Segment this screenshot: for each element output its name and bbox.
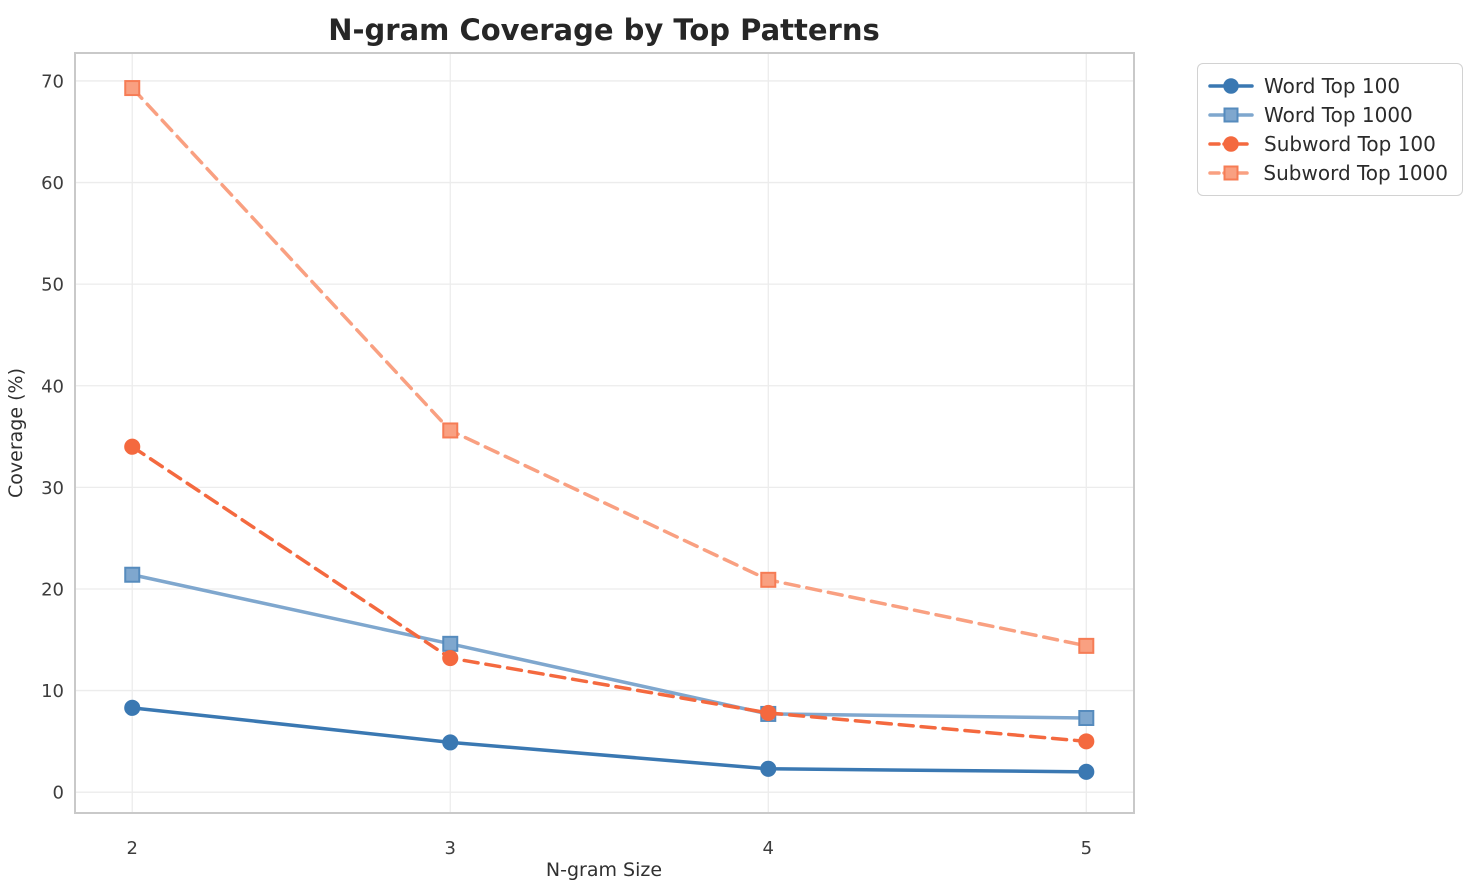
series-line-subword-top-100 bbox=[130, 444, 1089, 744]
y-tick-label: 60 bbox=[41, 173, 64, 194]
legend-item-subword-top-1000: Subword Top 1000 bbox=[1208, 160, 1448, 186]
marker-square-subword-top-1000 bbox=[1078, 637, 1095, 654]
marker-circle-subword-top-100 bbox=[1078, 733, 1095, 750]
y-tick-label: 10 bbox=[41, 681, 64, 702]
legend-label: Word Top 100 bbox=[1264, 74, 1401, 98]
legend-swatch-word-top-100 bbox=[1208, 78, 1254, 94]
x-tick-label: 5 bbox=[1081, 838, 1092, 859]
marker-square-subword-top-1000 bbox=[442, 422, 459, 439]
marker-circle-word-top-100 bbox=[760, 760, 777, 777]
x-tick-label: 4 bbox=[763, 838, 774, 859]
series-subword-top-1000 bbox=[124, 80, 1095, 654]
tick-labels: 0 10 20 30 40 50 60 70 2 3 4 5 bbox=[41, 71, 1092, 859]
marker-circle-subword-top-100 bbox=[442, 650, 459, 667]
legend-label: Word Top 1000 bbox=[1264, 103, 1413, 127]
y-axis-label: Coverage (%) bbox=[5, 368, 27, 498]
marker-circle-subword-top-100 bbox=[124, 438, 141, 455]
marker-circle-word-top-100 bbox=[1078, 763, 1095, 780]
legend-item-word-top-1000: Word Top 1000 bbox=[1208, 102, 1448, 128]
series-subword-top-100 bbox=[124, 438, 1095, 750]
y-tick-label: 0 bbox=[53, 783, 64, 804]
series-word-top-100 bbox=[124, 699, 1095, 780]
legend-swatch-subword-top-1000 bbox=[1208, 165, 1254, 181]
y-tick-label: 70 bbox=[41, 71, 64, 92]
x-tick-label: 2 bbox=[127, 838, 138, 859]
y-tick-label: 30 bbox=[41, 478, 64, 499]
plot-border bbox=[74, 52, 1135, 814]
y-tick-label: 20 bbox=[41, 579, 64, 600]
y-tick-label: 50 bbox=[41, 275, 64, 296]
series-line-word-top-1000 bbox=[130, 572, 1089, 720]
series-line-subword-top-1000 bbox=[130, 86, 1089, 648]
chart-title: N-gram Coverage by Top Patterns bbox=[328, 13, 880, 47]
marker-circle-word-top-100 bbox=[124, 699, 141, 716]
marker-circle-word-top-100 bbox=[442, 734, 459, 751]
data-series bbox=[124, 80, 1095, 780]
x-tick-label: 3 bbox=[445, 838, 456, 859]
marker-square-subword-top-1000 bbox=[124, 80, 141, 97]
legend-item-word-top-100: Word Top 100 bbox=[1208, 73, 1448, 99]
legend-swatch-word-top-1000 bbox=[1208, 107, 1254, 123]
x-axis-label: N-gram Size bbox=[546, 859, 662, 881]
legend-swatch-subword-top-100 bbox=[1208, 136, 1254, 152]
y-tick-label: 40 bbox=[41, 376, 64, 397]
marker-circle-subword-top-100 bbox=[760, 704, 777, 721]
axes-spine bbox=[74, 52, 1135, 814]
legend-item-subword-top-100: Subword Top 100 bbox=[1208, 131, 1448, 157]
series-line-word-top-100 bbox=[130, 706, 1089, 774]
legend-marker-circle bbox=[1223, 78, 1239, 94]
marker-square-subword-top-1000 bbox=[760, 571, 777, 588]
series-word-top-1000 bbox=[124, 566, 1095, 726]
legend-marker-square bbox=[1223, 165, 1239, 181]
legend-label: Subword Top 1000 bbox=[1263, 161, 1448, 185]
legend-marker-circle bbox=[1223, 136, 1239, 152]
marker-square-word-top-1000 bbox=[124, 566, 141, 583]
legend: Word Top 100 Word Top 1000 Subword Top 100… bbox=[1197, 63, 1463, 196]
legend-marker-square bbox=[1223, 107, 1239, 123]
marker-square-word-top-1000 bbox=[442, 635, 459, 652]
gridlines bbox=[75, 53, 1134, 813]
marker-square-word-top-1000 bbox=[1078, 710, 1095, 726]
legend-label: Subword Top 100 bbox=[1264, 132, 1436, 156]
